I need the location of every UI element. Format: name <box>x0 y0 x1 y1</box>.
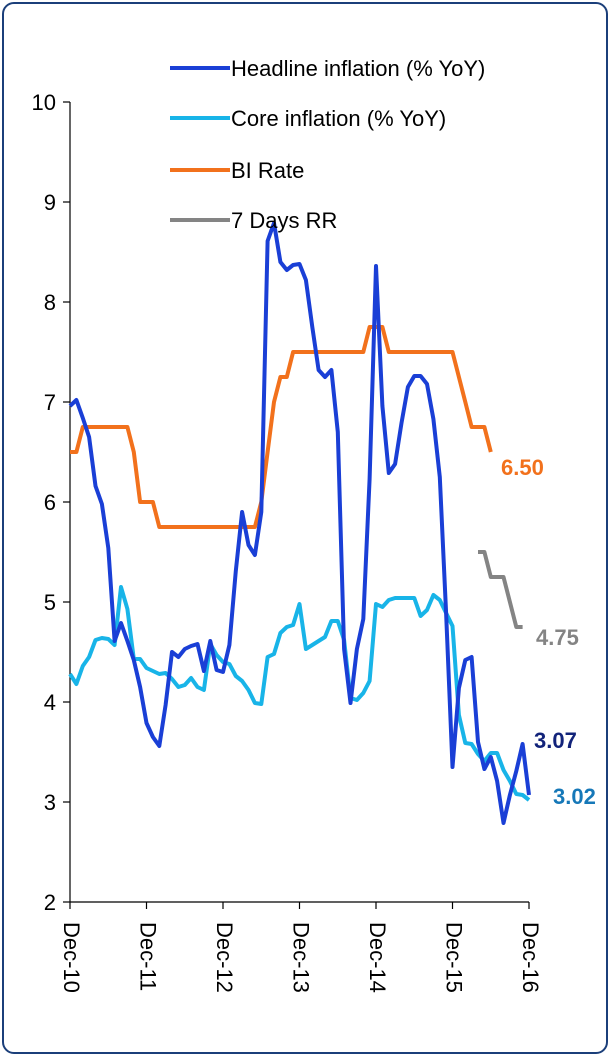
end-value-label: 3.02 <box>553 784 596 809</box>
end-value-label: 6.50 <box>501 455 544 480</box>
legend: Headline inflation (% YoY) Core inflation… <box>170 56 485 233</box>
series-line-0 <box>70 223 529 823</box>
legend-label: Core inflation (% YoY) <box>231 106 446 131</box>
end-value-label: 4.75 <box>536 625 579 650</box>
end-value-label: 3.07 <box>534 728 577 753</box>
x-tick-label: Dec-13 <box>289 922 314 993</box>
y-tick-label: 9 <box>44 190 56 215</box>
legend-label: 7 Days RR <box>231 208 337 233</box>
series-line-2 <box>70 327 491 527</box>
x-tick-label: Dec-11 <box>136 922 161 991</box>
series-lines <box>70 223 529 823</box>
x-tick-label: Dec-16 <box>518 922 543 993</box>
legend-label: Headline inflation (% YoY) <box>231 56 485 81</box>
y-tick-label: 7 <box>44 390 56 415</box>
legend-label: BI Rate <box>231 158 304 183</box>
end-labels: 3.07 3.02 6.50 4.75 <box>501 455 596 809</box>
y-tick-label: 2 <box>44 890 56 915</box>
x-tick-label: Dec-12 <box>212 922 237 993</box>
y-tick-label: 3 <box>44 790 56 815</box>
y-tick-label: 8 <box>44 290 56 315</box>
y-tick-label: 4 <box>44 690 56 715</box>
y-tick-label: 5 <box>44 590 56 615</box>
series-line-3 <box>478 552 523 627</box>
x-tick-label: Dec-10 <box>59 922 84 993</box>
y-tick-label: 6 <box>44 490 56 515</box>
y-tick-label: 10 <box>32 90 56 115</box>
x-tick-label: Dec-15 <box>442 922 467 993</box>
x-tick-label: Dec-14 <box>365 922 390 993</box>
